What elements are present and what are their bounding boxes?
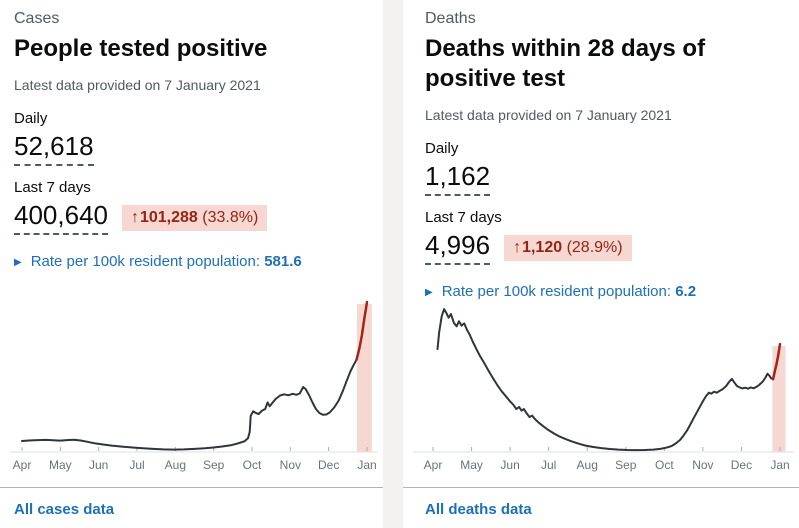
x-axis-tick-label: Jul — [129, 458, 144, 472]
deaths-card: Deaths Deaths within 28 days of positive… — [403, 0, 799, 528]
x-axis-tick-label: Nov — [280, 458, 301, 472]
change-percent: (33.8%) — [202, 208, 259, 226]
x-axis-tick-label: Oct — [655, 458, 674, 472]
details-arrow-icon: ▶ — [14, 257, 22, 268]
all-deaths-data-link[interactable]: All deaths data — [425, 501, 532, 518]
daily-metric: Daily 52,618 — [14, 110, 369, 166]
deaths-chart: Apr May Jun Jul Aug Sep Oct Nov Dec Jan — [403, 287, 799, 487]
all-cases-data-link[interactable]: All cases data — [14, 501, 115, 518]
card-title: Deaths within 28 days of positive test — [425, 35, 706, 92]
daily-label: Daily — [14, 110, 48, 127]
daily-label: Daily — [425, 140, 459, 157]
week-metric: Last 7 days 4,996 ↑1,120 (28.9%) — [425, 209, 781, 265]
x-axis-tick-label: Dec — [318, 458, 339, 472]
week-value: 4,996 — [425, 230, 491, 265]
x-axis-tick-label: Jun — [500, 458, 519, 472]
x-axis-tick-label: Jul — [541, 458, 556, 472]
x-axis-tick-label: Apr — [424, 458, 443, 472]
x-axis-tick-label: Apr — [13, 458, 32, 472]
latest-data-caption: Latest data provided on 7 January 2021 — [425, 107, 672, 123]
cases-chart: Apr May Jun Jul Aug Sep Oct Nov Dec Jan — [0, 287, 383, 487]
x-axis-tick-label: Jun — [89, 458, 108, 472]
x-axis-tick-label: Aug — [165, 458, 186, 472]
daily-value: 52,618 — [14, 131, 94, 166]
week-metric: Last 7 days 400,640 ↑101,288 (33.8%) — [14, 179, 369, 235]
rate-details-toggle[interactable]: ▶ Rate per 100k resident population: 6.2 — [425, 282, 781, 303]
card-title: People tested positive — [14, 35, 268, 62]
x-axis-tick-label: Sep — [203, 458, 225, 472]
x-axis-tick-label: Sep — [615, 458, 637, 472]
x-axis-tick-label: May — [49, 458, 72, 472]
card-footer: All deaths data — [403, 487, 799, 528]
x-axis-tick-label: Oct — [243, 458, 262, 472]
daily-value: 1,162 — [425, 161, 491, 196]
cases-card: Cases People tested positive Latest data… — [0, 0, 383, 528]
x-axis-tick-label: Jan — [357, 458, 376, 472]
change-value: 1,120 — [522, 238, 563, 256]
week-label: Last 7 days — [14, 179, 91, 196]
change-percent: (28.9%) — [566, 238, 623, 256]
x-axis-tick-label: Dec — [731, 458, 752, 472]
rate-value: 6.2 — [675, 283, 697, 300]
rate-label: Rate per 100k resident population: — [30, 253, 261, 270]
week-value: 400,640 — [14, 200, 108, 235]
x-axis-tick-label: Jan — [770, 458, 789, 472]
x-axis-tick-label: May — [460, 458, 483, 472]
details-arrow-icon: ▶ — [425, 287, 433, 298]
change-badge: ↑101,288 (33.8%) — [121, 204, 268, 231]
up-arrow-icon: ↑ — [513, 238, 522, 256]
daily-metric: Daily 1,162 — [425, 140, 781, 196]
change-badge: ↑1,120 (28.9%) — [504, 234, 632, 261]
rate-value: 581.6 — [264, 253, 302, 270]
change-value: 101,288 — [139, 208, 198, 226]
card-category-label: Deaths — [425, 10, 476, 27]
card-category-label: Cases — [14, 10, 60, 27]
x-axis-tick-label: Nov — [692, 458, 713, 472]
x-axis-tick-label: Aug — [577, 458, 598, 472]
latest-data-caption: Latest data provided on 7 January 2021 — [14, 77, 261, 93]
week-label: Last 7 days — [425, 209, 502, 226]
card-footer: All cases data — [0, 487, 383, 528]
rate-label: Rate per 100k resident population: — [441, 283, 672, 300]
up-arrow-icon: ↑ — [130, 208, 139, 226]
rate-details-toggle[interactable]: ▶ Rate per 100k resident population: 581.… — [14, 252, 369, 273]
